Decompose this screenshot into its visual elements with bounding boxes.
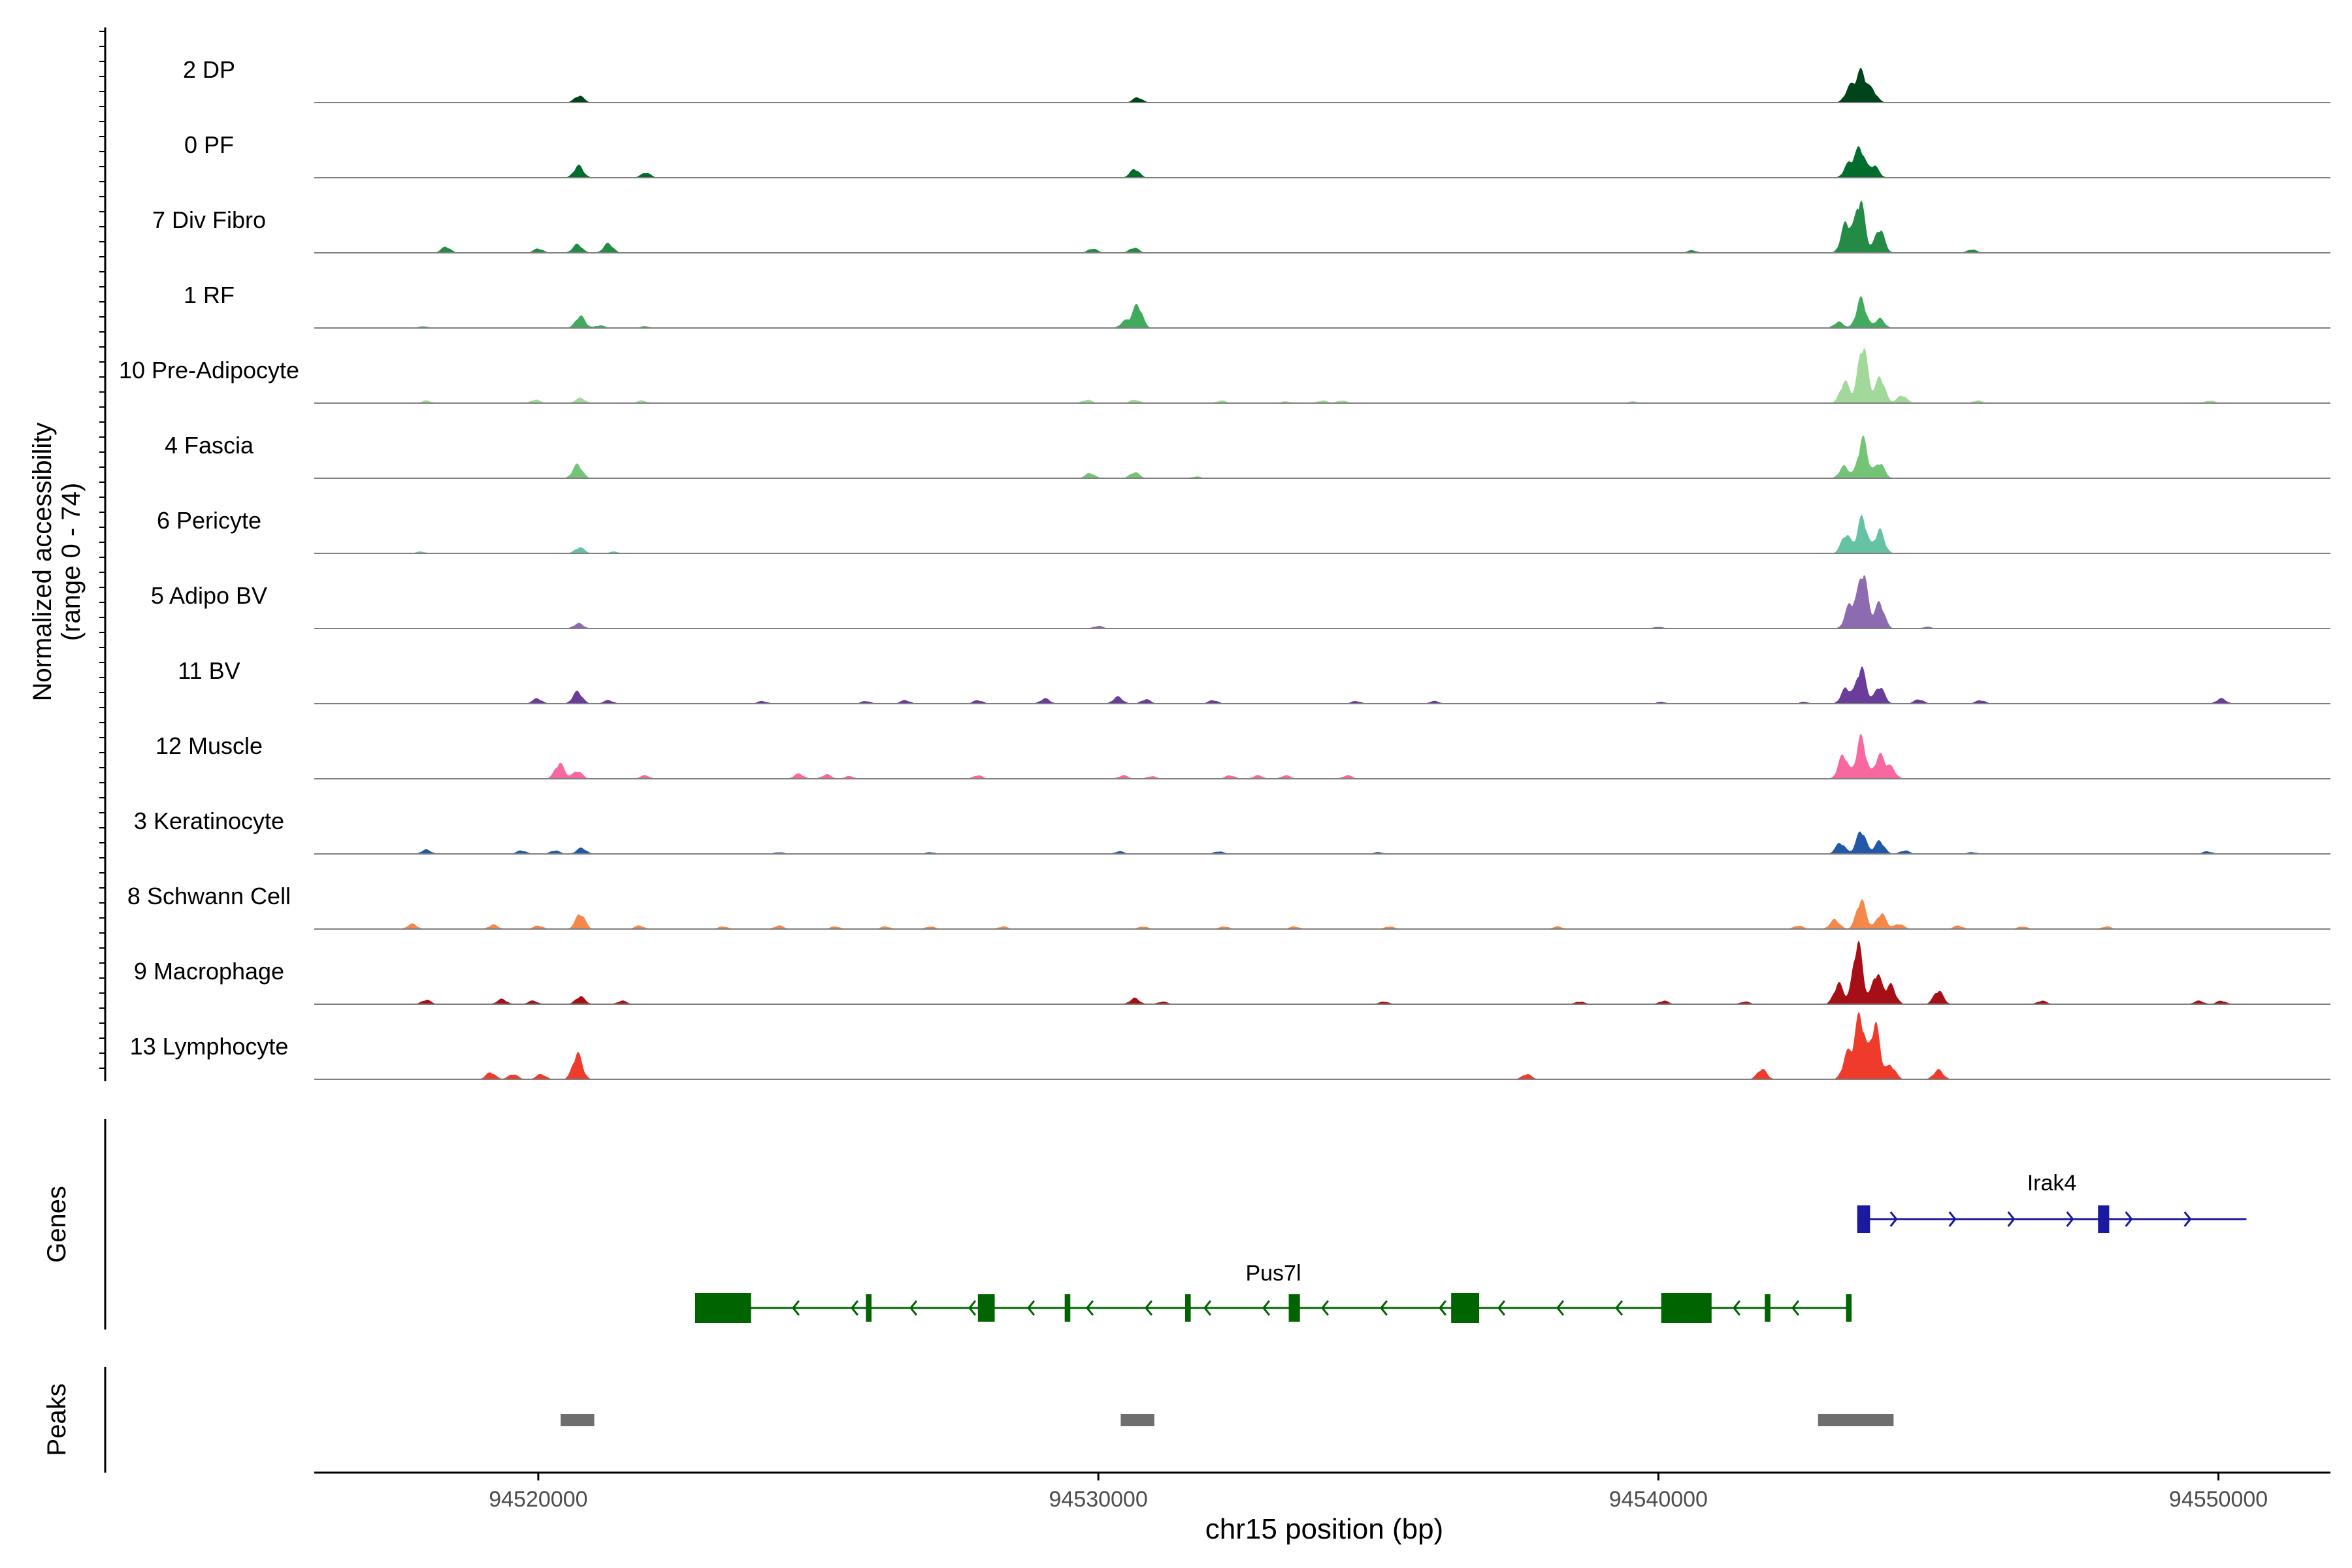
track-label: 10 Pre-Adipocyte (119, 357, 299, 384)
gene-exon (1661, 1293, 1712, 1323)
strand-arrow (1320, 1300, 1330, 1316)
peak-region (1120, 1414, 1154, 1426)
gene-exon (1765, 1294, 1771, 1322)
track-label: 8 Schwann Cell (127, 883, 291, 909)
strand-arrow (1889, 1211, 1898, 1227)
track-label: 1 RF (184, 282, 235, 308)
strand-arrow (1026, 1300, 1036, 1316)
strand-arrow (850, 1300, 859, 1316)
strand-arrow (1085, 1300, 1094, 1316)
strand-arrow (1556, 1300, 1565, 1316)
track-5-adipo-bv (314, 575, 2330, 629)
strand-arrow (1203, 1300, 1212, 1316)
track-6-pericyte (314, 514, 2330, 554)
gene-annotation-panel: Irak4 Pus7l (694, 1171, 2247, 1323)
x-axis-ticks: 94520000 94530000 94540000 94550000 (489, 1473, 2268, 1512)
strand-arrow (1379, 1300, 1388, 1316)
track-3-keratinocyte (314, 831, 2330, 855)
coverage-tracks-panel (314, 68, 2330, 1080)
track-labels: 2 DP 0 PF 7 Div Fibro 1 RF 10 Pre-Adipocyte 4… (119, 56, 299, 1060)
strand-arrow (909, 1300, 918, 1316)
gene-exon (1064, 1294, 1071, 1322)
strand-arrow (1262, 1300, 1271, 1316)
track-label: 0 PF (184, 131, 234, 158)
track-label: 7 Div Fibro (152, 206, 266, 233)
track-label: 9 Macrophage (134, 958, 284, 985)
track-label: 5 Adipo BV (151, 582, 267, 609)
strand-arrow (1791, 1300, 1800, 1316)
gene-exon (977, 1294, 995, 1322)
gene-exon (1451, 1293, 1480, 1323)
track-label: 13 Lymphocyte (130, 1033, 289, 1060)
gene-name-label: Irak4 (2027, 1171, 2077, 1196)
strand-arrow (1614, 1300, 1624, 1316)
track-label: 3 Keratinocyte (134, 808, 284, 834)
track-11-bv (314, 666, 2330, 704)
peak-region (561, 1414, 595, 1426)
track-0-pf (314, 146, 2330, 178)
gene-name-label: Pus7l (1245, 1261, 1301, 1286)
track-13-lymphocyte (314, 1011, 2330, 1080)
track-12-muscle (314, 734, 2330, 779)
track-9-macrophage (314, 940, 2330, 1005)
track-label: 2 DP (183, 56, 235, 83)
gene-irak4: Irak4 (1857, 1171, 2247, 1233)
peaks-panel (561, 1414, 1894, 1426)
x-tick-label: 94540000 (1609, 1487, 1708, 1512)
strand-arrow (791, 1300, 800, 1316)
strand-arrow (968, 1300, 977, 1316)
strand-arrow (1732, 1300, 1741, 1316)
gene-exon (2098, 1205, 2110, 1233)
track-2-dp (314, 68, 2330, 103)
gene-pus7l: Pus7l (694, 1261, 1852, 1323)
strand-arrow (1948, 1211, 1957, 1227)
x-tick-label: 94550000 (2169, 1487, 2268, 1512)
x-axis-title: chr15 position (bp) (1205, 1513, 1443, 1545)
coverage-y-minor-ticks (99, 31, 105, 1069)
peak-region (1818, 1414, 1894, 1426)
track-1-rf (314, 296, 2330, 329)
peaks-axis-title: Peaks (42, 1383, 71, 1456)
strand-arrow (1144, 1300, 1153, 1316)
y-axis-range: (range 0 - 74) (57, 483, 86, 641)
gene-exon (1846, 1294, 1852, 1322)
strand-arrow (2066, 1211, 2074, 1227)
gene-exon (1288, 1294, 1300, 1322)
strand-arrow (2183, 1211, 2192, 1227)
track-label: 6 Pericyte (157, 507, 261, 534)
track-label: 11 BV (178, 657, 240, 684)
track-8-schwann-cell (314, 899, 2330, 930)
gene-exon (866, 1294, 872, 1322)
strand-arrow (1438, 1300, 1447, 1316)
track-label: 12 Muscle (155, 732, 263, 759)
track-label: 4 Fascia (165, 432, 254, 459)
gene-exon (694, 1293, 751, 1323)
strand-arrow (2007, 1211, 2016, 1227)
x-tick-label: 94520000 (489, 1487, 587, 1512)
track-10-pre-adipocyte (314, 348, 2330, 404)
gene-exon (1184, 1294, 1191, 1322)
track-4-fascia (314, 435, 2330, 479)
strand-arrow (1497, 1300, 1506, 1316)
x-tick-label: 94530000 (1049, 1487, 1147, 1512)
gene-exon (1857, 1205, 1870, 1233)
track-7-div-fibro (314, 200, 2330, 253)
strand-arrow (2125, 1211, 2133, 1227)
genes-axis-title: Genes (42, 1186, 71, 1263)
y-axis-title: Normalized accessibility (28, 423, 57, 702)
